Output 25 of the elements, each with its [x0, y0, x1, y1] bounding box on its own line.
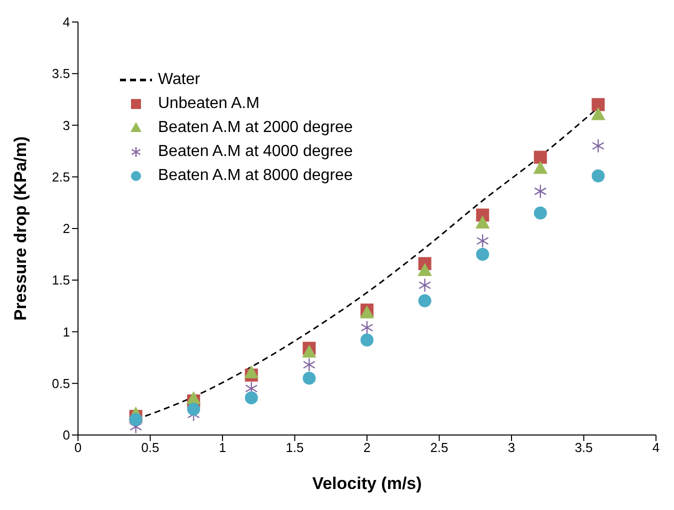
x-tick-label: 0 [74, 440, 82, 456]
x-tick-label: 3 [508, 440, 516, 456]
y-tick-label: 2 [62, 221, 70, 236]
x-tick-label: 2 [363, 440, 371, 456]
x-tick-label: 3.5 [574, 440, 593, 456]
y-axis-title: Pressure drop (KPa/m) [11, 136, 30, 321]
y-tick-label: 3.5 [52, 66, 70, 82]
x-tick-label: 0.5 [141, 440, 160, 456]
legend-label: Beaten A.M at 8000 degree [158, 167, 353, 185]
x-tick-label: 1.5 [286, 440, 304, 456]
y-tick-label: 0.5 [52, 376, 70, 391]
y-tick-label: 1.5 [52, 272, 70, 288]
y-tick-label: 0 [62, 428, 70, 443]
legend-label: Water [158, 71, 200, 89]
x-tick-label: 2.5 [430, 440, 448, 456]
x-tick-label: 4 [652, 440, 660, 456]
legend-label: Unbeaten A.M [158, 95, 260, 113]
x-tick-label: 1 [218, 440, 226, 456]
y-tick-label: 2.5 [52, 169, 70, 184]
x-axis-title: Velocity (m/s) [312, 474, 422, 493]
y-tick-label: 4 [62, 14, 70, 30]
legend-label: Beaten A.M at 4000 degree [158, 143, 353, 161]
y-tick-label: 1 [62, 324, 70, 340]
legend-label: Beaten A.M at 2000 degree [158, 119, 353, 137]
y-tick-label: 3 [62, 118, 70, 133]
